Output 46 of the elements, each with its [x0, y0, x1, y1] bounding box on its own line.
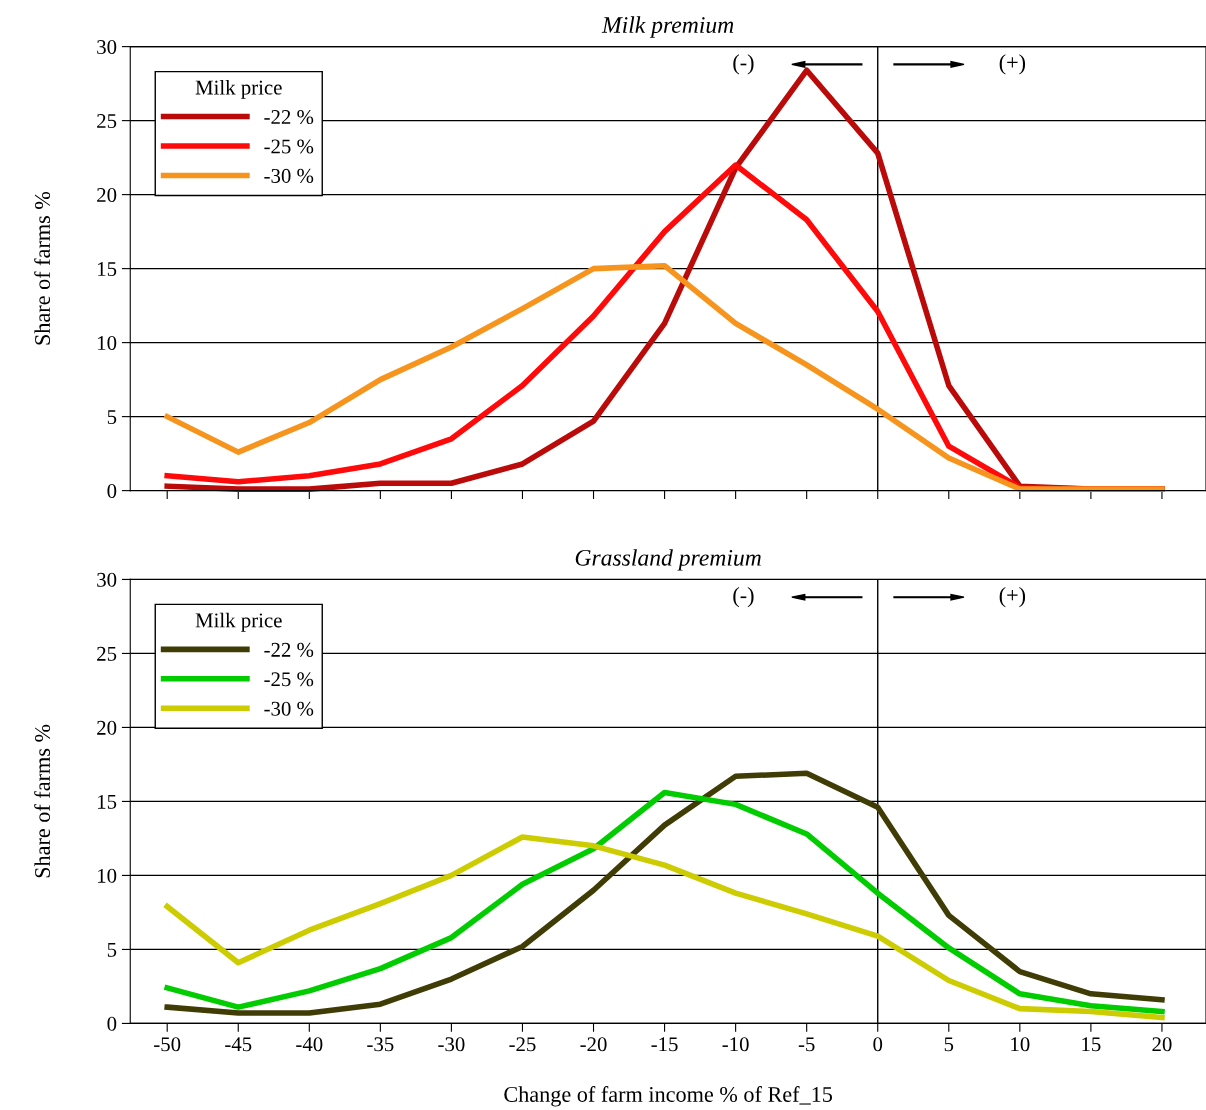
x-tick-label: -25 [509, 1037, 536, 1052]
x-axis-title: Change of farm income % of Ref_15 [504, 1086, 833, 1107]
y-tick-label: 20 [97, 720, 117, 735]
annotation: (+) [999, 54, 1026, 75]
y-tick-label: 5 [107, 943, 117, 957]
legend-label: -30 % [264, 168, 314, 183]
y-tick-label: 15 [98, 262, 117, 277]
legend-label: -22 % [264, 642, 314, 657]
legend-title: Milk price [195, 612, 282, 632]
x-tick-label: -50 [154, 1037, 181, 1052]
annotation: (-) [733, 54, 754, 75]
x-tick-label: -5 [798, 1037, 815, 1052]
y-tick-label: 25 [97, 646, 117, 661]
y-tick-label: 10 [98, 868, 117, 883]
y-tick-label: 20 [97, 187, 117, 203]
y-axis-title: Share of farms % [34, 724, 51, 878]
legend-label: -30 % [264, 701, 314, 716]
x-tick-label: 15 [1082, 1037, 1101, 1052]
x-tick-label: 5 [944, 1037, 954, 1052]
x-tick-label: -20 [580, 1037, 607, 1052]
y-tick-label: 30 [97, 39, 117, 55]
y-tick-label: 5 [107, 410, 117, 425]
chart-title: Milk premium [601, 16, 734, 38]
legend-label: -25 % [264, 139, 314, 154]
x-tick-label: 0 [873, 1037, 883, 1052]
chart-title: Grassland premium [575, 549, 761, 571]
x-tick-label: 10 [1011, 1037, 1030, 1052]
y-tick-label: 30 [97, 572, 117, 587]
x-tick-label: -10 [722, 1037, 749, 1052]
annotation: (+) [999, 587, 1026, 608]
x-tick-label: -35 [367, 1037, 394, 1052]
y-tick-label: 0 [107, 483, 117, 499]
x-tick-label: -40 [296, 1037, 323, 1052]
legend-label: -25 % [264, 672, 314, 687]
y-axis-title: Share of farms % [34, 191, 51, 345]
legend-label: -22 % [264, 109, 314, 125]
x-tick-label: -30 [438, 1037, 465, 1052]
x-tick-label: -45 [225, 1037, 252, 1052]
y-tick-label: 25 [97, 114, 117, 129]
annotation: (-) [733, 587, 754, 608]
x-tick-label: 20 [1152, 1037, 1172, 1052]
y-tick-label: 10 [98, 335, 117, 351]
legend-title: Milk price [195, 79, 282, 99]
y-tick-label: 15 [98, 794, 117, 809]
y-tick-label: 0 [107, 1016, 117, 1031]
x-tick-label: -15 [651, 1037, 678, 1052]
